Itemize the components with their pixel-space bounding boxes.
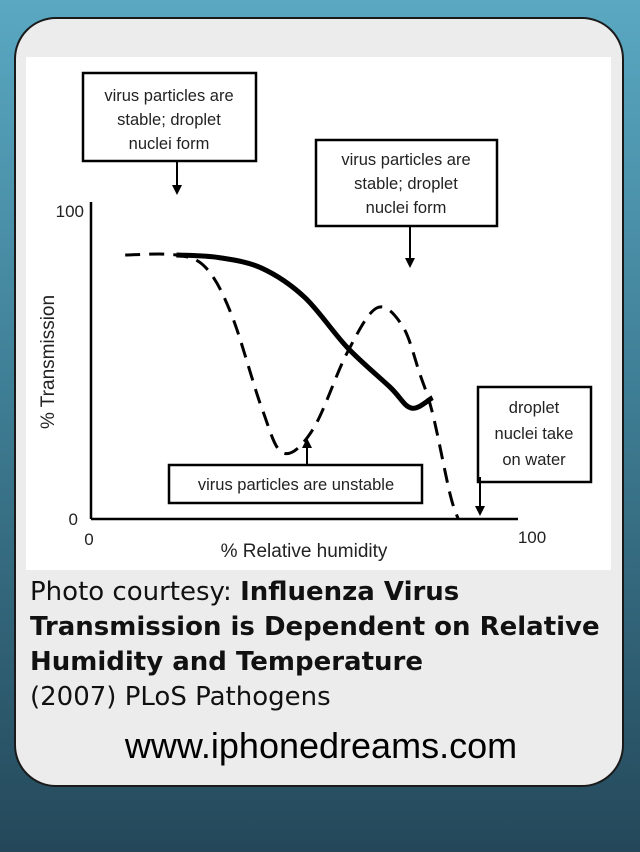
humidity-transmission-chart: 100 0 0 100 % Relative humidity % Transm… xyxy=(38,71,593,562)
chart-figure: 100 0 0 100 % Relative humidity % Transm… xyxy=(26,57,611,570)
annotation-arrowhead-water xyxy=(475,506,485,516)
caption-article-title: Influenza Virus Transmission is Dependen… xyxy=(30,577,600,677)
website-url: www.iphonedreams.com xyxy=(124,725,518,766)
annotation-stable-left: virus particles are stable; droplet nucl… xyxy=(81,71,258,163)
annotation-water-line-2: nuclei take xyxy=(495,425,574,443)
caption-source: (2007) PLoS Pathogens xyxy=(30,682,331,712)
slide-card: 100 0 0 100 % Relative humidity % Transm… xyxy=(14,17,624,787)
annotation-stable-left-line-2: stable; droplet xyxy=(117,111,221,129)
annotation-stable-right-line-2: stable; droplet xyxy=(354,175,458,193)
annotation-arrowhead-stable-right xyxy=(405,258,415,268)
annotation-unstable: virus particles are unstable xyxy=(167,463,424,505)
annotation-stable-right: virus particles are stable; droplet nucl… xyxy=(314,138,499,228)
annotation-stable-left-line-3: nuclei form xyxy=(129,135,210,153)
annotation-water: droplet nuclei take on water xyxy=(476,385,593,484)
annotation-stable-right-line-1: virus particles are xyxy=(341,151,470,169)
annotation-stable-left-line-1: virus particles are xyxy=(104,87,233,105)
x-tick-label-right: 100 xyxy=(518,528,546,547)
annotation-unstable-text: virus particles are unstable xyxy=(198,476,394,494)
x-tick-label-left: 0 xyxy=(84,530,93,549)
annotation-water-line-1: droplet xyxy=(509,399,560,417)
y-tick-label-top: 100 xyxy=(56,202,84,221)
x-axis-label: % Relative humidity xyxy=(221,541,388,562)
y-tick-label-bottom: 0 xyxy=(69,510,78,529)
photo-caption: Photo courtesy: Influenza Virus Transmis… xyxy=(30,575,615,715)
y-axis-label: % Transmission xyxy=(38,295,59,429)
annotation-water-line-3: on water xyxy=(502,451,566,469)
caption-prefix: Photo courtesy: xyxy=(30,577,241,607)
annotation-arrowhead-unstable xyxy=(302,438,312,448)
series-line-solid xyxy=(176,252,434,411)
series-line-dashed xyxy=(125,252,460,520)
annotation-stable-right-line-3: nuclei form xyxy=(366,199,447,217)
annotation-arrowhead-stable-left xyxy=(172,185,182,195)
